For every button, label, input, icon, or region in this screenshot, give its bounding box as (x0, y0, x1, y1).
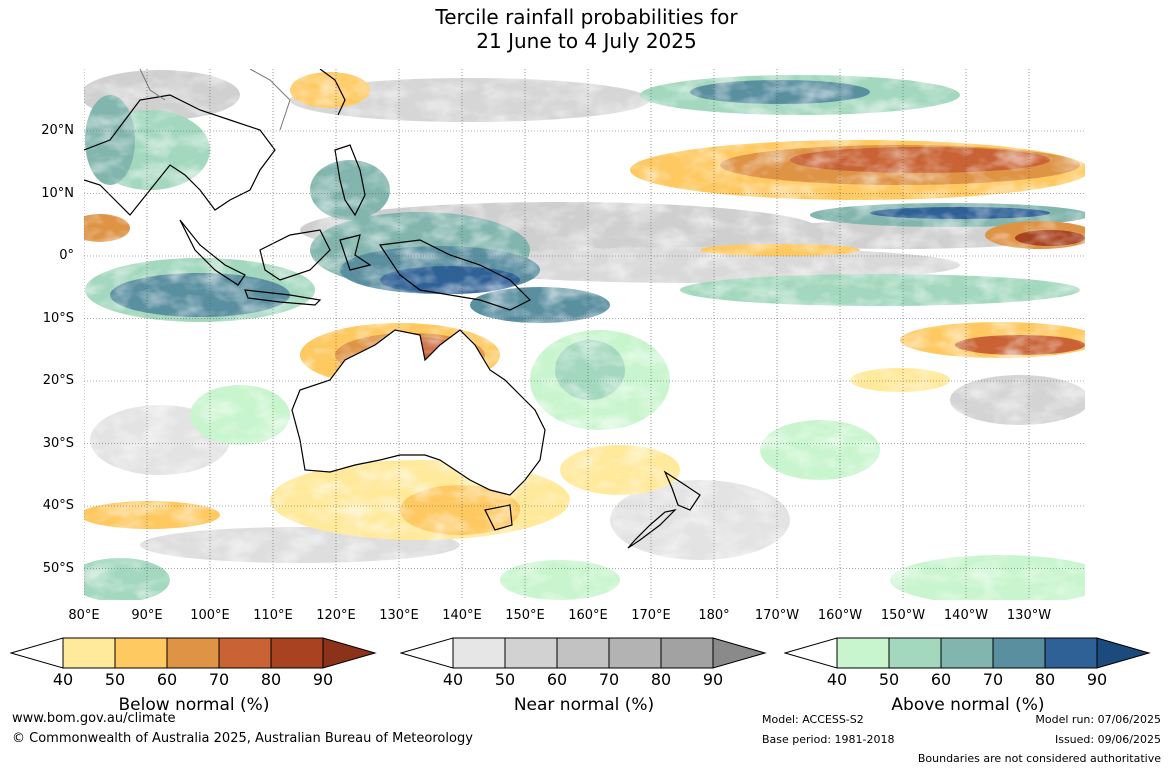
colorbar-tick-label: 90 (1086, 670, 1108, 689)
colorbar-tick-label: 70 (982, 670, 1004, 689)
sulawesi-outline (339, 234, 372, 271)
latitude-label: 10°N (41, 185, 74, 201)
issued-date: Issued: 09/06/2025 (1054, 733, 1161, 746)
longitude-label: 110°E (253, 608, 293, 623)
colorbar-segment (62, 637, 116, 669)
longitude-label: 150°E (505, 608, 545, 623)
above-normal-label: Above normal (%) (891, 695, 1045, 715)
sumatra-outline (179, 219, 246, 286)
longitude-label: 80°E (68, 608, 100, 623)
longitude-label: 180° (698, 608, 730, 623)
colorbar-tick-label: 60 (546, 670, 568, 689)
colorbar-segment (1044, 637, 1098, 669)
colorbar-tick-label: 70 (598, 670, 620, 689)
longitude-label: 140°W (943, 608, 989, 623)
colorbar-tick-label: 80 (1034, 670, 1056, 689)
new-guinea-outline (378, 239, 532, 311)
longitude-label: 160°E (568, 608, 608, 623)
above-normal-colorbar (784, 637, 1151, 669)
philippines-outline (334, 144, 366, 217)
map-title-line-1: Tercile rainfall probabilities for (435, 5, 738, 29)
longitude-label: 120°E (316, 608, 356, 623)
colorbar-segment (452, 637, 506, 669)
colorbar-tick-label: 80 (650, 670, 672, 689)
near-normal-colorbar (400, 637, 767, 669)
texture-overlay (84, 69, 1085, 600)
colorbar-tick-label: 60 (156, 670, 178, 689)
latitude-label: 0° (59, 248, 74, 263)
map-title-line-2: 21 June to 4 July 2025 (476, 29, 697, 53)
colorbar-segment (166, 637, 220, 669)
longitude-label: 170°E (631, 608, 671, 623)
below-normal-colorbar (10, 637, 377, 669)
colorbar-tick-label: 50 (104, 670, 126, 689)
colorbar-tick-label: 50 (494, 670, 516, 689)
colorbar-segment (556, 637, 610, 669)
australia-outline (291, 329, 546, 496)
graticule (84, 69, 1085, 600)
colorbar-segment (888, 637, 942, 669)
java-outline (244, 289, 322, 306)
latitude-label: 30°S (42, 435, 74, 451)
colorbar-segment (218, 637, 272, 669)
boundaries-disclaimer: Boundaries are not considered authoritat… (917, 752, 1161, 765)
bom-website-link[interactable]: www.bom.gov.au/climate (12, 711, 176, 726)
longitude-label: 130°E (379, 608, 419, 623)
latitude-label: 20°N (41, 123, 74, 138)
colorbar-tick-label: 50 (878, 670, 900, 689)
below-normal-label: Below normal (%) (118, 695, 270, 715)
colorbar-low-extension (400, 637, 454, 669)
colorbar-tick-label: 60 (930, 670, 952, 689)
latitude-label: 10°S (42, 310, 74, 326)
new-zealand-outline (627, 470, 701, 549)
longitude-label: 150°W (880, 608, 926, 623)
colorbar-tick-label: 40 (442, 670, 464, 689)
rainfall-probability-map (84, 69, 1085, 600)
base-period: Base period: 1981-2018 (762, 733, 895, 746)
colorbar-high-extension (1096, 637, 1151, 669)
latitude-label: 20°S (42, 373, 74, 388)
colorbar-low-extension (10, 637, 64, 669)
colorbar-segment (836, 637, 890, 669)
colorbar-segment (940, 637, 994, 669)
colorbar-tick-label: 40 (52, 670, 74, 689)
borneo-outline (259, 229, 331, 281)
longitude-label: 100°E (190, 608, 230, 623)
colorbar-segment (608, 637, 662, 669)
model-name: Model: ACCESS-S2 (762, 713, 864, 726)
latitude-label: 40°S (42, 498, 74, 513)
latitude-label: 50°S (42, 560, 74, 576)
colorbar-low-extension (784, 637, 838, 669)
colorbar-high-extension (322, 637, 377, 669)
colorbar-tick-label: 90 (312, 670, 334, 689)
colorbar-high-extension (712, 637, 767, 669)
southeast-asia-coastline (84, 94, 276, 216)
colorbar-segment (114, 637, 168, 669)
colorbar-tick-label: 80 (260, 670, 282, 689)
taiwan-coast-outline (319, 69, 346, 116)
model-run-date: Model run: 07/06/2025 (1035, 713, 1161, 726)
colorbar-tick-label: 40 (826, 670, 848, 689)
country-borders (139, 69, 291, 131)
longitude-label: 170°W (754, 608, 800, 623)
longitude-label: 90°E (131, 608, 163, 623)
longitude-label: 160°W (817, 608, 863, 623)
tasmania-outline (484, 504, 513, 531)
colorbar-segment (992, 637, 1046, 669)
colorbar-segment (504, 637, 558, 669)
longitude-label: 130°W (1006, 608, 1052, 623)
colorbar-segment (270, 637, 324, 669)
colorbar-tick-label: 70 (208, 670, 230, 689)
longitude-label: 140°E (442, 608, 482, 623)
colorbar-segment (660, 637, 714, 669)
colorbar-tick-label: 90 (702, 670, 724, 689)
copyright-text: © Commonwealth of Australia 2025, Austra… (12, 731, 473, 746)
near-normal-label: Near normal (%) (513, 695, 655, 715)
